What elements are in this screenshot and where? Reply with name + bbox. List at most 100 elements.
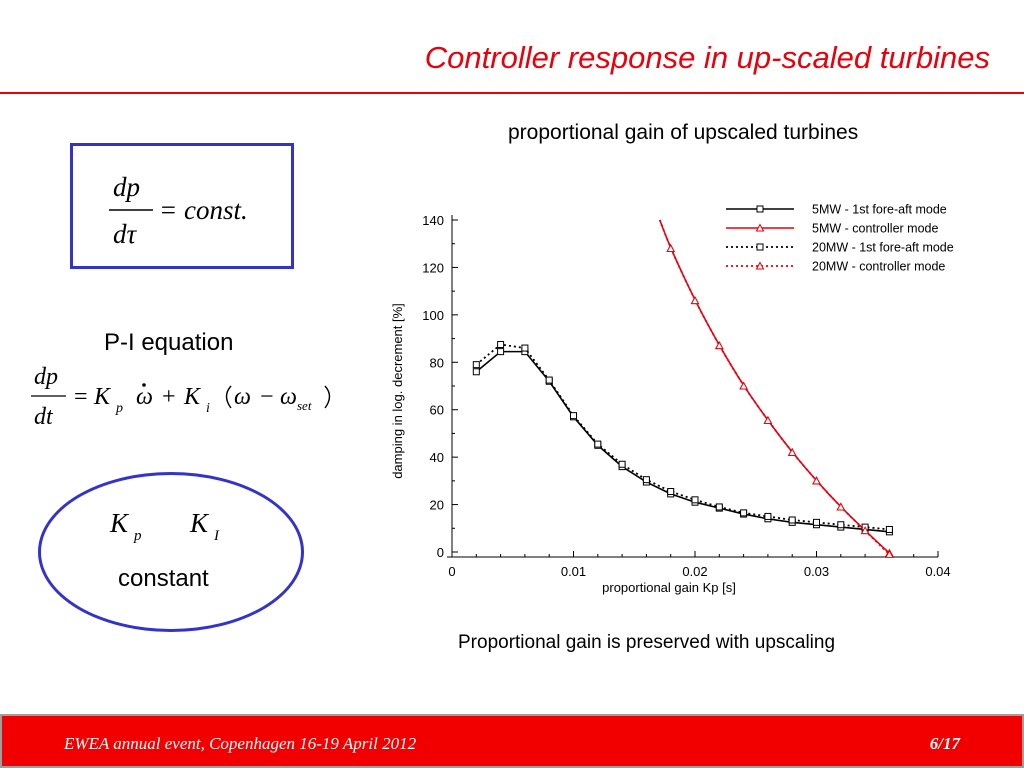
legend-marker [755, 223, 765, 232]
data-point [497, 348, 505, 356]
pi-omega-dot: ω [136, 384, 153, 410]
ki-subscript: I [213, 528, 220, 544]
y-tick-label: 140 [422, 213, 444, 228]
chart-series [472, 219, 894, 558]
x-tick-label: 0.04 [925, 564, 950, 579]
chart-caption: Proportional gain is preserved with upsc… [458, 632, 836, 653]
pi-numerator: dp [34, 364, 58, 390]
damping-chart: 0 20 40 60 80 100 120 140 0 0.01 0.02 0.03 0.04 5MW … [390, 203, 954, 596]
data-point [570, 412, 577, 420]
pi-omega-set: ω [280, 384, 297, 410]
data-point [860, 526, 870, 535]
x-tick-label: 0.01 [561, 564, 586, 579]
x-tick-label: 0.03 [804, 564, 829, 579]
equation-rhs: = const. [159, 195, 248, 225]
data-point [666, 243, 676, 252]
data-point [836, 502, 846, 511]
data-point [691, 496, 699, 504]
data-point [545, 376, 553, 384]
series-3 [658, 219, 894, 558]
pi-denominator: dt [34, 404, 54, 430]
legend-marker [756, 205, 764, 213]
kp-subscript: p [133, 528, 142, 544]
y-tick-label: 0 [437, 545, 444, 560]
pi-left-paren [225, 385, 232, 409]
data-point [739, 381, 748, 390]
data-point [885, 525, 893, 533]
series-line [475, 350, 890, 533]
equation-denominator: dτ [113, 219, 138, 249]
legend-label: 20MW - 1st fore-aft mode [812, 241, 954, 255]
footer-page-number: 6/17 [929, 734, 960, 753]
ki-symbol: K [189, 508, 210, 538]
series-line [658, 219, 891, 556]
data-point [837, 521, 845, 529]
slide-title: Controller response in up-scaled turbine… [424, 40, 990, 75]
data-point [715, 503, 723, 511]
footer-bar: EWEA annual event, Copenhagen 16-19 Apri… [0, 714, 1024, 768]
legend-entry: 5MW - 1st fore-aft mode [726, 203, 947, 217]
pi-ki-sub: i [206, 401, 210, 416]
x-tick-label: 0 [448, 564, 455, 579]
y-tick-label: 80 [430, 355, 444, 370]
data-point [812, 476, 821, 485]
data-point [764, 512, 772, 520]
constant-label: constant [118, 565, 209, 592]
legend-label: 5MW - controller mode [812, 222, 938, 236]
y-tick-label: 120 [422, 260, 444, 275]
data-point [885, 549, 894, 558]
data-point [472, 368, 480, 376]
data-point [667, 488, 675, 496]
const-equation: dp dτ = const. [109, 172, 248, 249]
constants-ellipse [38, 472, 304, 632]
pi-dot-accent [142, 383, 146, 387]
footer-inner: EWEA annual event, Copenhagen 16-19 Apri… [2, 716, 1022, 766]
data-point [787, 447, 797, 456]
pi-kp: K [93, 384, 112, 410]
data-point [740, 509, 748, 517]
y-tick-label: 40 [430, 450, 444, 465]
equation-box: dp dτ = const. [70, 143, 294, 269]
data-point [594, 440, 602, 448]
data-point [813, 518, 820, 526]
equation-numerator: dp [113, 172, 140, 202]
pi-equation: dp dt = K p ω + K i ω − ω set [31, 364, 331, 430]
y-tick-label: 60 [430, 403, 444, 418]
title-divider [0, 92, 1024, 94]
series-line [475, 343, 890, 531]
data-point [472, 361, 480, 369]
data-point [714, 341, 724, 350]
data-point [642, 476, 650, 484]
pi-ki: K [183, 384, 202, 410]
data-point [763, 415, 773, 424]
y-tick-label: 100 [422, 308, 444, 323]
legend-entry: 20MW - 1st fore-aft mode [726, 241, 954, 255]
pi-equals: = [74, 384, 88, 410]
legend-marker [755, 261, 765, 270]
x-axis-label: proportional gain Kp [s] [602, 580, 736, 595]
data-point [788, 516, 796, 524]
pi-equation-label: P-I equation [104, 329, 234, 356]
legend-label: 5MW - 1st fore-aft mode [812, 203, 947, 217]
series-2 [472, 341, 893, 533]
chart-axes: 0 20 40 60 80 100 120 140 0 0.01 0.02 0.03 0.04 [422, 213, 950, 579]
footer-event: EWEA annual event, Copenhagen 16-19 Apri… [64, 734, 417, 753]
pi-minus: − [260, 384, 274, 410]
y-axis-label: damping in log. decrement [%] [390, 303, 405, 479]
chart-heading: proportional gain of upscaled turbines [508, 121, 859, 144]
legend-label: 20MW - controller mode [812, 260, 945, 274]
pi-omega: ω [234, 384, 251, 410]
x-tick-label: 0.02 [682, 564, 707, 579]
gain-symbols: K p K I [109, 508, 220, 544]
series-0 [472, 348, 893, 536]
data-point [618, 460, 626, 468]
pi-right-paren [324, 385, 331, 409]
y-tick-label: 20 [430, 498, 444, 513]
pi-kp-sub: p [115, 401, 123, 416]
legend-entry: 20MW - controller mode [726, 260, 945, 274]
legend-marker [756, 243, 764, 251]
chart-legend: 5MW - 1st fore-aft mode 5MW - controller … [726, 203, 954, 274]
pi-plus: + [162, 384, 176, 410]
data-point [497, 341, 505, 348]
pi-set-sub: set [297, 398, 312, 413]
